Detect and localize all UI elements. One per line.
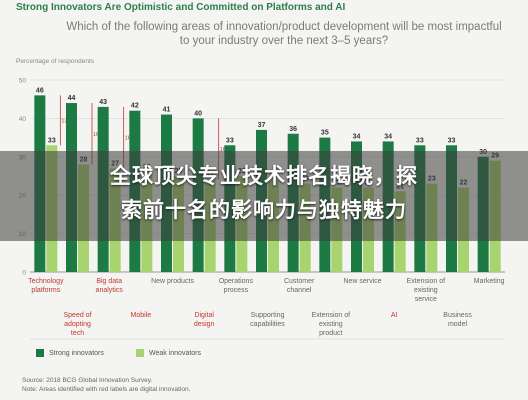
data-label-strong: 46: [36, 87, 44, 94]
y-tick-label: 40: [19, 116, 27, 123]
x-tick-label: Business model: [443, 312, 472, 328]
data-label-strong: 33: [226, 137, 234, 144]
y-axis-label: Percentage of respondents: [16, 58, 95, 65]
banner-line-2: 索前十名的影响力与独特魅力: [121, 199, 407, 222]
banner-overlay: [0, 151, 528, 241]
legend-swatch-weak: [136, 349, 144, 357]
y-tick-label: 50: [19, 78, 27, 85]
x-tick-label: Extension of existing service: [407, 278, 446, 303]
legend-label-strong: Strong innovators: [49, 349, 104, 357]
data-label-strong: 43: [99, 99, 107, 106]
data-label-strong: 35: [321, 130, 329, 137]
legend-label-weak: Weak innovators: [149, 349, 202, 357]
legend-swatch-strong: [36, 349, 44, 357]
source-note: Source: 2018 BCG Global Innovation Surve…: [22, 376, 190, 394]
data-label-strong: 42: [131, 103, 139, 110]
x-tick-label: Extension of existing product: [312, 312, 351, 337]
legend-item-strong: Strong innovators: [36, 349, 104, 357]
data-label-weak: 33: [48, 137, 56, 144]
x-tick-label: New products: [151, 278, 194, 285]
x-tick-label: Mobile: [131, 312, 152, 319]
x-tick-label: Marketing: [474, 278, 505, 285]
data-label-strong: 34: [353, 133, 361, 140]
y-tick-label: 0: [22, 270, 26, 277]
data-label-strong: 34: [384, 133, 392, 140]
data-label-strong: 41: [163, 107, 171, 114]
chart-subtitle: Which of the following areas of innovati…: [66, 21, 502, 47]
x-tick-label: Customer channel: [284, 278, 315, 294]
x-tick-label: Technology platforms: [28, 278, 64, 294]
x-tick-label: Digital design: [194, 312, 215, 328]
data-label-strong: 37: [258, 122, 266, 129]
data-label-strong: 33: [448, 137, 456, 144]
x-tick-label: Operations process: [219, 278, 254, 294]
data-label-strong: 44: [68, 95, 76, 102]
legend-item-weak: Weak innovators: [136, 349, 201, 357]
gap-label: 16: [220, 147, 226, 153]
x-tick-label: AI: [391, 312, 398, 319]
data-label-strong: 36: [289, 126, 297, 133]
gap-label: 13: [61, 118, 67, 124]
source-line: Source: 2018 BCG Global Innovation Surve…: [22, 377, 153, 384]
data-label-strong: 33: [416, 137, 424, 144]
banner-text: 全球顶尖专业技术排名揭晓，探 索前十名的影响力与独特魅力: [0, 160, 528, 228]
gap-label: 16: [125, 136, 131, 142]
x-tick-label: Speed of adopting tech: [63, 312, 91, 337]
x-tick-label: Big data analytics: [96, 278, 124, 294]
x-tick-label: New service: [343, 278, 381, 285]
gap-label: 16: [93, 132, 99, 138]
note-line: Note: Areas identified with red labels a…: [22, 386, 191, 393]
data-label-strong: 40: [194, 110, 202, 117]
x-tick-label: Supporting capabilities: [250, 312, 285, 328]
chart-title: Strong Innovators Are Optimistic and Com…: [16, 2, 346, 13]
banner-line-1: 全球顶尖专业技术排名揭晓，探: [110, 165, 418, 188]
